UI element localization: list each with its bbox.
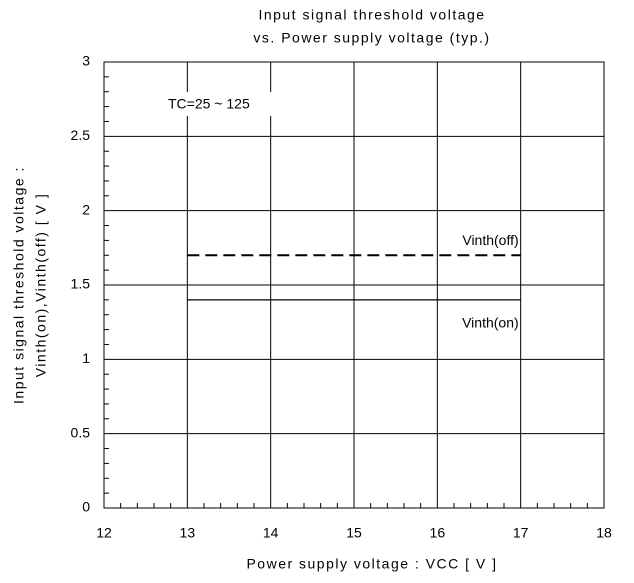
series-label: Vinth(on) xyxy=(462,315,519,331)
x-tick-label: 14 xyxy=(263,525,279,541)
x-tick-label: 18 xyxy=(596,525,612,541)
x-tick-label: 16 xyxy=(430,525,446,541)
y-axis-label: Input signal threshold voltage : xyxy=(11,166,27,404)
annotation-bg xyxy=(164,92,274,116)
y-axis-label: Vinth(on),Vinth(off) [ V ] xyxy=(33,193,49,378)
y-tick-label: 0.5 xyxy=(71,424,91,440)
chart-title: Input signal threshold voltage xyxy=(258,7,485,23)
y-tick-label: 2 xyxy=(82,201,90,217)
y-tick-label: 1.5 xyxy=(71,276,91,292)
x-axis-label: Power supply voltage : VCC [ V ] xyxy=(246,556,497,572)
y-tick-label: 0 xyxy=(82,499,90,515)
series-label: Vinth(off) xyxy=(462,232,518,248)
x-tick-label: 12 xyxy=(96,525,112,541)
y-tick-label: 2.5 xyxy=(71,127,91,143)
y-tick-label: 1 xyxy=(82,350,90,366)
x-tick-label: 15 xyxy=(346,525,362,541)
chart-title: vs. Power supply voltage (typ.) xyxy=(253,30,490,46)
y-tick-label: 3 xyxy=(82,53,90,69)
x-tick-label: 13 xyxy=(180,525,196,541)
annotation: TC=25 ~ 125 xyxy=(168,96,250,112)
x-tick-label: 17 xyxy=(513,525,529,541)
